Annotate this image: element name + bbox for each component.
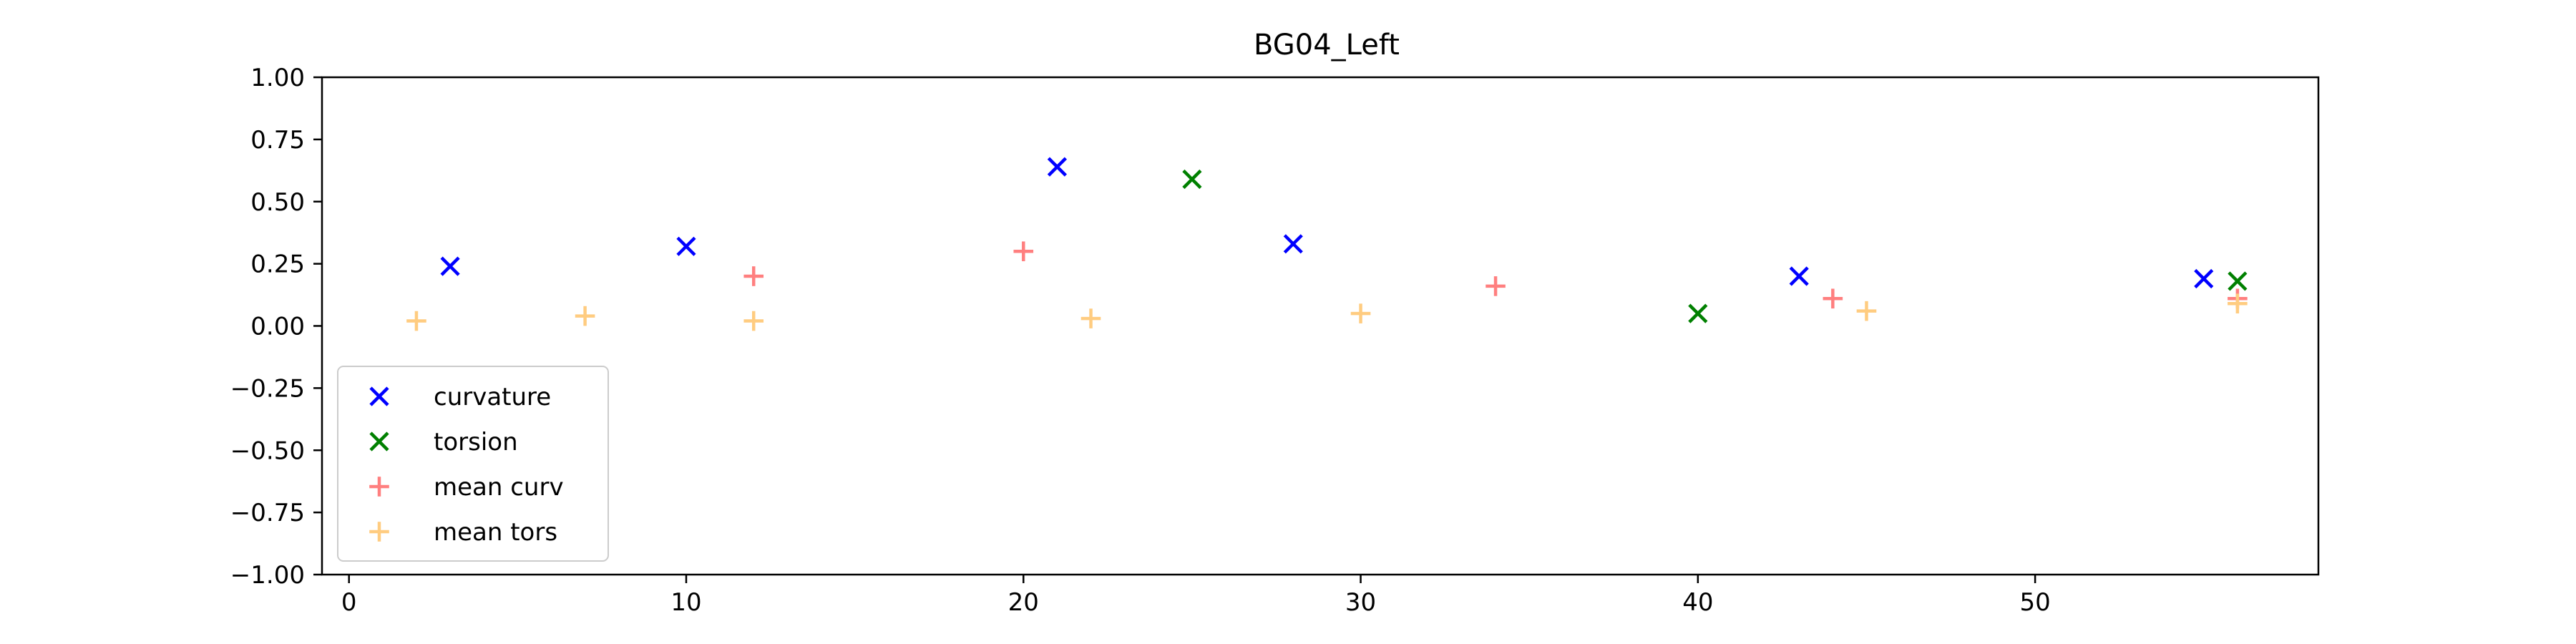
point-mean-curv (743, 266, 764, 286)
point-mean-curv (1485, 276, 1506, 296)
x-tick-label: 0 (341, 588, 357, 617)
point-curvature (676, 236, 696, 256)
point-mean-tors (1350, 303, 1371, 323)
point-mean-tors (1856, 301, 1877, 321)
legend-marker (369, 522, 389, 542)
point-curvature (1789, 266, 1809, 286)
chart-title: BG04_Left (1254, 29, 1400, 62)
x-tick-label: 40 (1682, 588, 1713, 617)
x-tick-label: 50 (2019, 588, 2050, 617)
x-tick-label: 20 (1008, 588, 1039, 617)
point-torsion (2228, 271, 2248, 291)
x-tick-label: 30 (1345, 588, 1376, 617)
legend-marker (369, 386, 389, 406)
point-curvature (2194, 268, 2214, 289)
data-points (406, 157, 2248, 331)
x-tick-label: 10 (670, 588, 701, 617)
y-tick-label: −0.25 (230, 374, 305, 403)
point-torsion (1688, 303, 1708, 323)
point-mean-tors (1080, 308, 1101, 328)
y-tick-label: 0.50 (250, 188, 305, 217)
point-mean-tors (406, 311, 426, 331)
y-tick-label: 0.25 (250, 250, 305, 279)
y-axis: 1.00 0.75 0.50 0.25 0.00 −0.25 −0.50 −0.75 −1.00 (230, 64, 322, 590)
y-tick-label: −0.50 (230, 436, 305, 465)
point-mean-tors (2228, 293, 2248, 314)
legend-box (337, 366, 609, 562)
point-curvature (440, 256, 460, 276)
legend-label: mean tors (434, 518, 557, 547)
legend-label: torsion (434, 428, 518, 457)
point-torsion (1182, 169, 1202, 190)
legend-marker (369, 431, 389, 452)
point-mean-tors (575, 306, 595, 326)
legend-label: curvature (434, 383, 551, 411)
point-mean-curv (1013, 241, 1034, 262)
point-curvature (1283, 234, 1303, 254)
legend-label: mean curv (434, 473, 564, 502)
point-curvature (1047, 157, 1067, 177)
y-tick-label: −1.00 (230, 561, 305, 590)
point-mean-curv (1823, 288, 1843, 309)
point-mean-tors (743, 311, 764, 331)
y-tick-label: 0.75 (250, 126, 305, 155)
legend: curvature torsion mean curv mean tors (337, 366, 609, 562)
y-tick-label: −0.75 (230, 499, 305, 527)
y-tick-label: 1.00 (250, 64, 305, 92)
legend-marker (369, 477, 389, 497)
x-axis: 0 10 20 30 40 50 (341, 575, 2051, 617)
y-tick-label: 0.00 (250, 313, 305, 341)
